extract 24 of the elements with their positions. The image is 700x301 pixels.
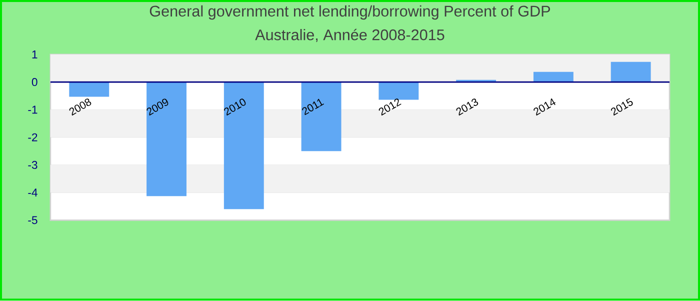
- y-tick-label: -2: [28, 134, 38, 142]
- bar: [378, 82, 419, 100]
- y-tick-label: 0: [32, 78, 38, 86]
- y-tick-label: -1: [28, 106, 38, 114]
- bar: [224, 82, 264, 210]
- x-tick-label: 2012: [378, 98, 402, 116]
- bar: [610, 62, 651, 82]
- bar: [69, 82, 110, 97]
- x-tick-label: 2015: [611, 98, 633, 116]
- bar: [533, 72, 574, 82]
- x-tick-label: 2008: [69, 98, 92, 116]
- y-tick-label: -4: [28, 188, 38, 197]
- bar: [301, 82, 342, 152]
- y-tick-label: -3: [28, 161, 38, 170]
- x-tick-label: 2011: [302, 99, 324, 116]
- chart-title: General government net lending/borrowing Percent of GDP: [150, 6, 550, 20]
- y-tick-label: -5: [28, 216, 38, 224]
- x-tick-label: 2013: [456, 98, 478, 116]
- x-tick-label: 2009: [146, 98, 168, 116]
- bar: [146, 82, 186, 196]
- chart-subtitle: Australie, Année 2008-2015: [255, 29, 444, 42]
- x-tick-label: 2014: [534, 98, 556, 116]
- y-tick-label: 1: [32, 50, 38, 59]
- x-tick-label: 2010: [224, 98, 246, 116]
